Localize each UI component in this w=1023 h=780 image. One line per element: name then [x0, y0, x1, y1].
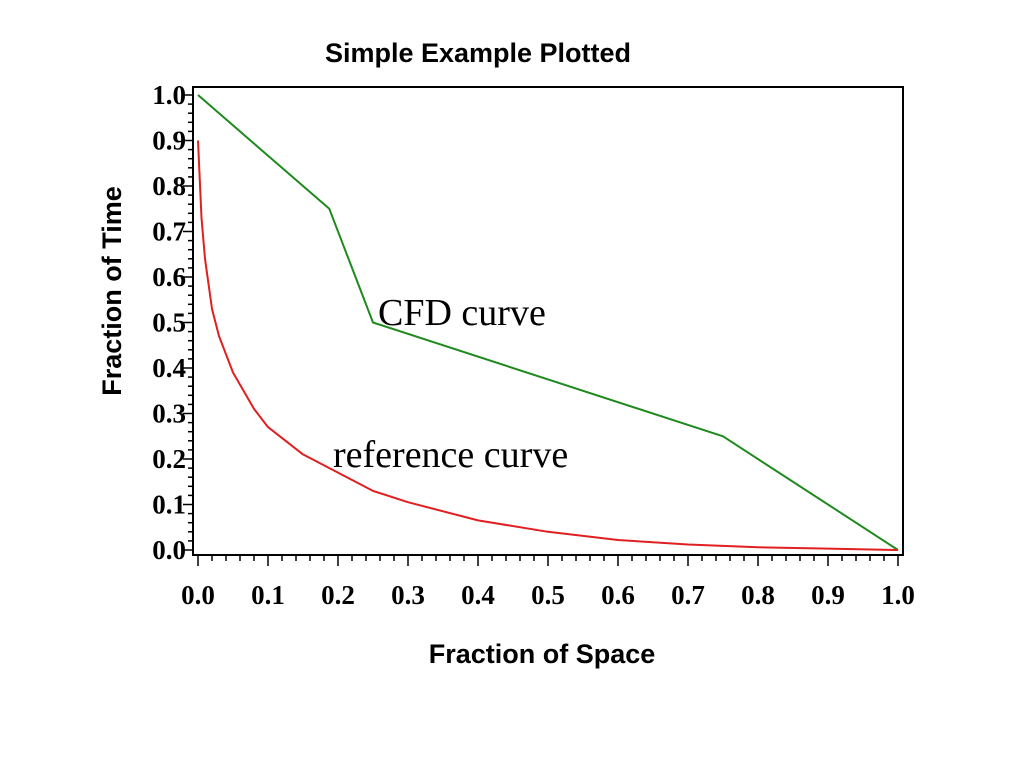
x-tick-label: 0.5 [531, 580, 565, 610]
x-axis-label: Fraction of Space [429, 639, 656, 669]
y-tick-label: 0.2 [152, 444, 186, 474]
x-tick-label: 0.7 [671, 580, 705, 610]
chart-title: Simple Example Plotted [325, 38, 631, 68]
x-tick-label: 0.6 [601, 580, 635, 610]
x-tick-label: 1.0 [881, 580, 915, 610]
x-tick-label: 0.4 [461, 580, 495, 610]
series-group [197, 94, 899, 551]
x-tick-label: 0.2 [321, 580, 355, 610]
x-tick-label: 0.3 [391, 580, 425, 610]
reference-curve-annotation: reference curve [333, 434, 568, 476]
y-tick-label: 0.9 [152, 126, 186, 156]
y-tick-label: 0.8 [152, 171, 186, 201]
y-tick-label: 0.4 [152, 353, 186, 383]
x-tick-label: 0.1 [251, 580, 285, 610]
x-tick-label: 0.9 [811, 580, 845, 610]
y-tick-label: 0.7 [152, 217, 186, 247]
y-axis-label: Fraction of Time [97, 186, 127, 396]
y-tick-label: 0.6 [152, 262, 186, 292]
cfd-curve-line [197, 94, 899, 551]
x-tick-label: 0.0 [181, 580, 215, 610]
axis-ticks: 0.0 0.1 0.2 0.3 0.4 0.5 0.6 0.7 0.8 0.9 1.0 0.0 0.1 0… [152, 80, 915, 610]
y-tick-label: 0.3 [152, 399, 186, 429]
cfd-curve-annotation: CFD curve [378, 292, 546, 334]
y-tick-label: 1.0 [152, 80, 186, 110]
y-tick-label: 0.5 [152, 308, 186, 338]
reference-curve-line [197, 140, 899, 551]
y-tick-label: 0.0 [152, 535, 186, 565]
y-tick-label: 0.1 [152, 490, 186, 520]
x-tick-label: 0.8 [741, 580, 775, 610]
